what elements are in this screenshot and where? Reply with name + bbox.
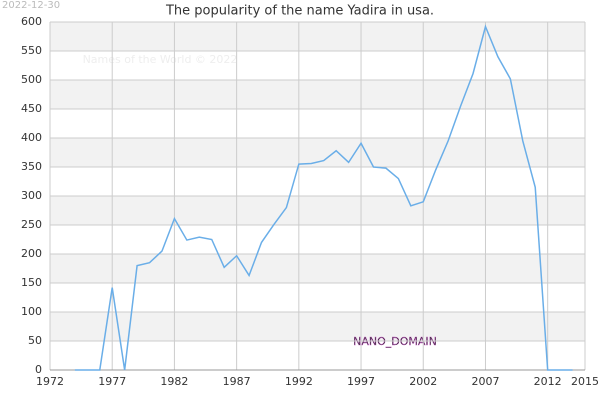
x-tick-label: 2007 bbox=[471, 375, 499, 388]
y-tick-label: 550 bbox=[21, 44, 42, 57]
band bbox=[50, 254, 585, 283]
band bbox=[50, 22, 585, 51]
y-tick-label: 300 bbox=[21, 189, 42, 202]
x-tick-label: 2012 bbox=[534, 375, 562, 388]
y-tick-label: 450 bbox=[21, 102, 42, 115]
y-tick-label: 100 bbox=[21, 305, 42, 318]
x-tick-label: 1972 bbox=[36, 375, 64, 388]
y-tick-label: 500 bbox=[21, 73, 42, 86]
date: 2022-12-30 bbox=[2, 0, 60, 11]
x-tick-label: 1997 bbox=[347, 375, 375, 388]
x-tick-label: 1987 bbox=[223, 375, 251, 388]
y-tick-label: 50 bbox=[28, 334, 42, 347]
x-tick-label: 2015 bbox=[571, 375, 599, 388]
y-tick-label: 400 bbox=[21, 131, 42, 144]
band bbox=[50, 312, 585, 341]
y-tick-label: 350 bbox=[21, 160, 42, 173]
x-tick-label: 1977 bbox=[98, 375, 126, 388]
y-tick-label: 150 bbox=[21, 276, 42, 289]
x-tick-label: 1992 bbox=[285, 375, 313, 388]
y-tick-label: 0 bbox=[35, 363, 42, 376]
chart-title: The popularity of the name Yadira in usa… bbox=[165, 4, 434, 19]
bands bbox=[50, 22, 585, 341]
y-tick-label: 600 bbox=[21, 15, 42, 28]
line bbox=[74, 24, 573, 371]
band bbox=[50, 80, 585, 109]
x-tick-label: 1982 bbox=[160, 375, 188, 388]
watermark: Names of the World © 2022 bbox=[83, 53, 238, 66]
y-tick-label: 200 bbox=[21, 247, 42, 260]
x-tick-label: 2002 bbox=[409, 375, 437, 388]
y-tick-label: 250 bbox=[21, 218, 42, 231]
band bbox=[50, 196, 585, 225]
